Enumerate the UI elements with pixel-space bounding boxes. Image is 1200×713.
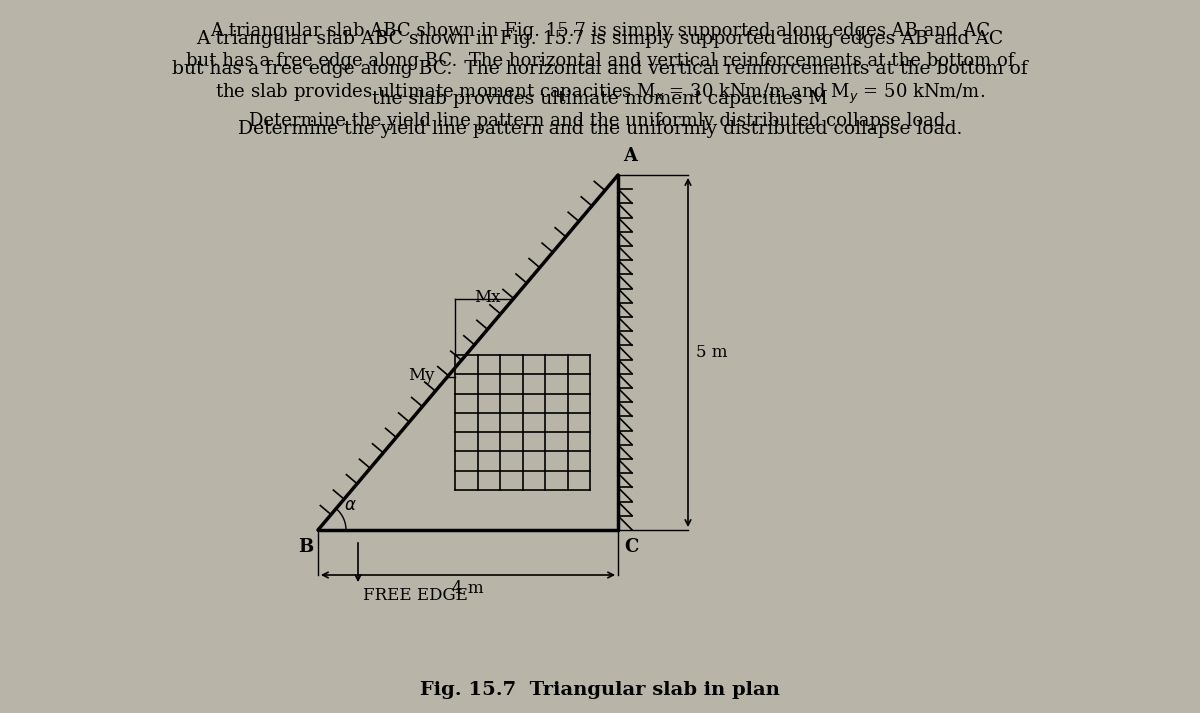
Text: Determine the yield line pattern and the uniformly distributed collapse load.: Determine the yield line pattern and the… [248,112,952,130]
Text: My: My [408,366,436,384]
Text: Determine the yield line pattern and the uniformly distributed collapse load.: Determine the yield line pattern and the… [238,120,962,138]
Text: B: B [298,538,313,556]
Text: 5 m: 5 m [696,344,727,361]
Text: 4 m: 4 m [452,580,484,597]
Text: the slab provides ultimate moment capacities M: the slab provides ultimate moment capaci… [372,90,828,108]
Text: FREE EDGE: FREE EDGE [364,587,468,604]
Text: Fig. 15.7  Triangular slab in plan: Fig. 15.7 Triangular slab in plan [420,681,780,699]
Text: the slab provides ultimate moment capacities M$_x$ = 30 kNm/m and M$_y$ = 50 kNm: the slab provides ultimate moment capaci… [215,82,985,106]
Text: A triangular slab ABC shown in Fig. 15.7 is simply supported along edges AB and : A triangular slab ABC shown in Fig. 15.7… [210,22,990,40]
Text: but has a free edge along BC.  The horizontal and vertical reinforcements at the: but has a free edge along BC. The horizo… [172,60,1028,78]
Text: C: C [624,538,638,556]
Text: A: A [623,147,637,165]
Text: A triangular slab ABC shown in Fig. 15.7 is simply supported along edges AB and : A triangular slab ABC shown in Fig. 15.7… [197,30,1003,48]
Text: Mx: Mx [474,289,502,305]
Text: $\alpha$: $\alpha$ [343,496,356,513]
Text: but has a free edge along BC.  The horizontal and vertical reinforcements at the: but has a free edge along BC. The horizo… [186,52,1014,70]
